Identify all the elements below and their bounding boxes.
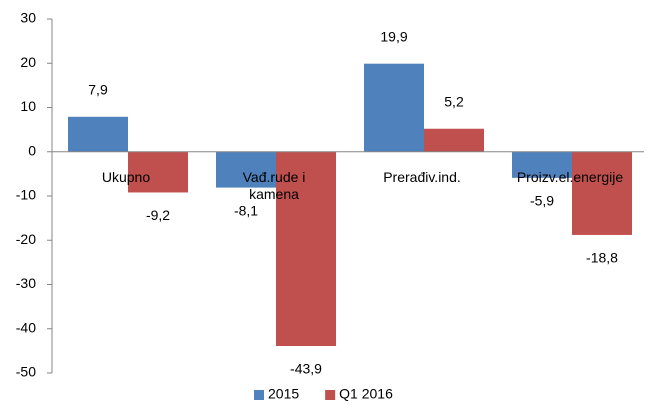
bar	[216, 151, 276, 188]
x-tick-label: Vađ.rude i kamena	[242, 168, 306, 202]
bar	[128, 151, 188, 193]
bar	[276, 151, 336, 347]
bar	[424, 128, 484, 152]
y-tick-label: 0	[28, 142, 36, 158]
data-label: -43,9	[290, 361, 322, 377]
legend-swatch	[254, 390, 264, 400]
legend-label: 2015	[268, 386, 299, 402]
legend-swatch	[325, 390, 336, 400]
y-tick-label: -20	[16, 231, 36, 247]
bar	[68, 116, 128, 152]
data-label: -5,9	[530, 193, 554, 209]
y-tick-label: 10	[20, 98, 36, 114]
y-tick-label: -40	[16, 319, 36, 335]
data-label: -18,8	[586, 250, 618, 266]
bar	[364, 63, 424, 152]
bar	[512, 151, 572, 178]
data-label: 19,9	[380, 28, 407, 44]
y-tick-label: 20	[20, 54, 36, 70]
x-tick-label: Proizv.el.energije	[516, 168, 624, 185]
y-tick-label: -30	[16, 275, 36, 291]
data-label: -9,2	[146, 207, 170, 223]
bar	[572, 151, 632, 235]
x-tick-label: Prerađiv.ind.	[383, 168, 461, 185]
data-label: 7,9	[88, 81, 108, 97]
x-tick-label: Ukupno	[101, 168, 151, 185]
y-tick-label: -50	[16, 364, 36, 380]
legend-label: Q1 2016	[339, 386, 393, 402]
y-tick-label: -10	[16, 187, 36, 203]
data-label: 5,2	[444, 93, 464, 109]
y-tick-label: 30	[20, 10, 36, 26]
data-label: -8,1	[234, 202, 258, 218]
